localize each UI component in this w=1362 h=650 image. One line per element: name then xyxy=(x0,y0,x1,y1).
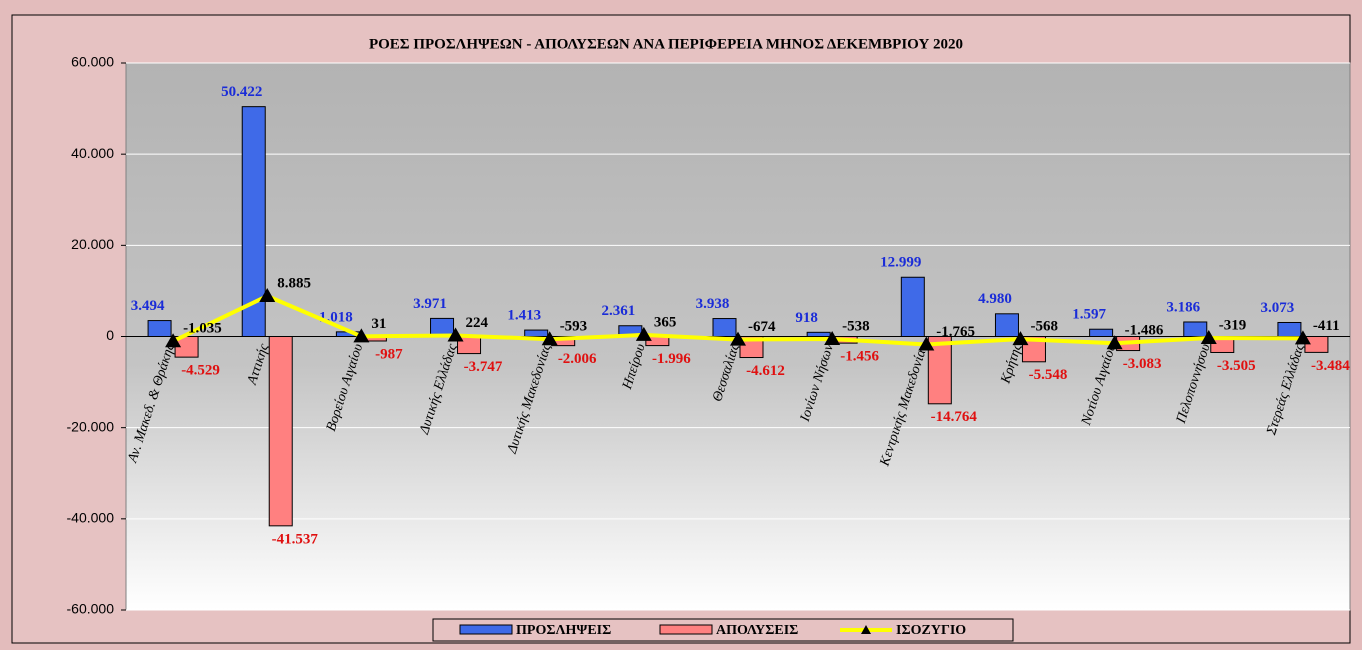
data-label: 1.413 xyxy=(507,307,541,323)
bar xyxy=(147,320,172,337)
legend-swatch xyxy=(659,624,713,635)
chart-title: ΡΟΕΣ ΠΡΟΣΛΗΨΕΩΝ - ΑΠΟΛΥΣΕΩΝ ΑΝΑ ΠΕΡΙΦΕΡΕ… xyxy=(369,36,963,52)
marker xyxy=(165,333,182,348)
marker xyxy=(541,331,558,346)
data-label: -2.006 xyxy=(558,351,597,367)
data-label: 12.999 xyxy=(880,255,921,271)
legend-box xyxy=(432,618,1014,642)
data-label: 3.971 xyxy=(413,296,447,312)
marker xyxy=(730,331,746,346)
bar xyxy=(739,336,764,359)
bar xyxy=(994,313,1019,337)
data-label: -3.484 xyxy=(1311,358,1350,374)
data-label: -5.548 xyxy=(1029,367,1068,383)
data-label: -41.537 xyxy=(272,531,319,547)
bar xyxy=(806,331,831,338)
legend-swatch xyxy=(459,624,513,635)
marker xyxy=(447,327,464,342)
bar xyxy=(900,276,925,337)
data-label: 50.422 xyxy=(221,84,262,100)
y-tick-label: -40.000 xyxy=(67,510,115,526)
data-label: 918 xyxy=(795,310,818,326)
data-label: -1.996 xyxy=(652,351,691,367)
data-label: 3.938 xyxy=(696,296,730,312)
y-tick-label: 60.000 xyxy=(71,54,114,70)
marker xyxy=(353,328,370,343)
y-tick-label: 20.000 xyxy=(71,236,114,252)
legend-marker xyxy=(861,625,871,634)
data-label: -1.765 xyxy=(936,324,975,340)
bar xyxy=(241,106,266,337)
marker xyxy=(259,287,276,302)
data-label: 3.073 xyxy=(1261,300,1295,316)
bar xyxy=(1183,321,1208,337)
data-label: 365 xyxy=(654,314,677,330)
bar xyxy=(1021,336,1046,363)
data-label: 8.885 xyxy=(277,275,311,291)
y-tick-label: 40.000 xyxy=(71,145,114,161)
bar xyxy=(524,329,549,338)
data-label: -568 xyxy=(1030,319,1058,335)
data-label: 4.980 xyxy=(978,291,1012,307)
bar xyxy=(712,318,737,338)
data-label: -4.612 xyxy=(746,363,785,379)
marker xyxy=(1106,335,1123,350)
marker xyxy=(918,336,935,351)
data-label: 2.361 xyxy=(601,303,635,319)
y-tick-label: -60.000 xyxy=(67,601,115,617)
data-label: 224 xyxy=(466,315,489,331)
marker xyxy=(824,330,841,345)
bar xyxy=(1304,336,1329,353)
y-tick-label: 0 xyxy=(106,327,114,343)
marker xyxy=(1012,331,1029,346)
data-label: -674 xyxy=(748,319,776,335)
legend-label: ΑΠΟΛΥΣΕΙΣ xyxy=(716,623,798,638)
legend-label: ΙΣΟΖΥΓΙΟ xyxy=(896,623,966,638)
data-label: -3.747 xyxy=(464,359,503,375)
data-label: 31 xyxy=(371,316,386,332)
bar xyxy=(1089,328,1114,337)
data-label: -14.764 xyxy=(931,409,978,425)
data-label: -1.456 xyxy=(840,349,879,365)
data-label: -3.505 xyxy=(1217,358,1256,374)
data-label: -987 xyxy=(375,346,403,362)
data-label: 1.597 xyxy=(1072,307,1106,323)
bar xyxy=(268,336,293,527)
data-label: -538 xyxy=(842,318,870,334)
data-label: 3.186 xyxy=(1166,299,1200,315)
data-label: -4.529 xyxy=(181,363,220,379)
data-label: -1.486 xyxy=(1125,323,1164,339)
data-label: -319 xyxy=(1219,317,1247,333)
data-label: -1.035 xyxy=(183,321,222,337)
marker xyxy=(1294,330,1311,345)
y-tick-label: -20.000 xyxy=(67,418,115,434)
legend-label: ΠΡΟΣΛΗΨΕΙΣ xyxy=(516,623,611,638)
data-label: -3.083 xyxy=(1123,356,1162,372)
bar xyxy=(927,336,952,405)
marker xyxy=(635,326,652,341)
data-label: 3.494 xyxy=(131,298,165,314)
data-label: -411 xyxy=(1313,318,1340,334)
bar xyxy=(1277,321,1302,338)
data-label: -593 xyxy=(560,319,588,335)
marker xyxy=(1200,329,1217,344)
data-label: 1.018 xyxy=(319,309,353,325)
